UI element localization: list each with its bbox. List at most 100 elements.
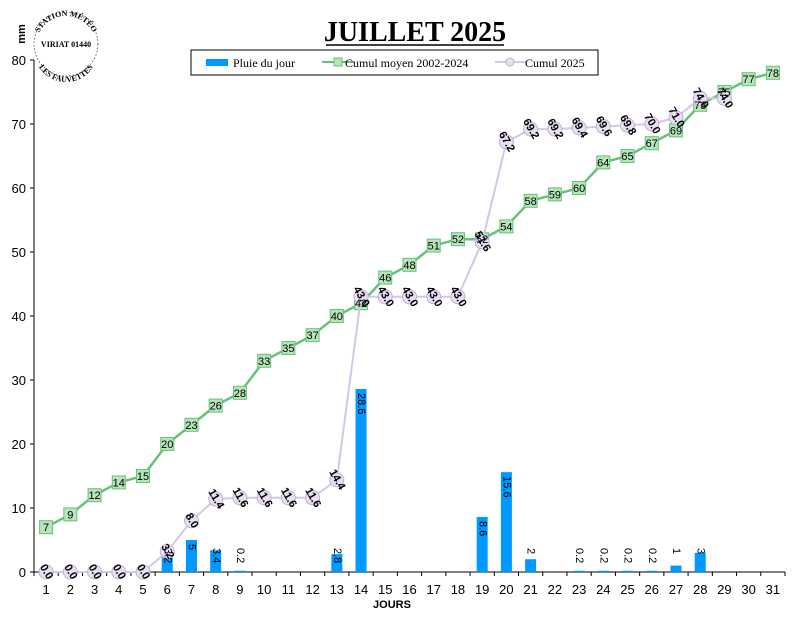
avg-marker — [572, 181, 587, 195]
x-tick-label: 19 — [475, 582, 489, 597]
avg-data-label: 14 — [113, 477, 125, 489]
bar — [597, 570, 609, 572]
y-tick-label: 70 — [12, 117, 26, 132]
avg-marker — [523, 193, 538, 208]
avg-data-label: 65 — [621, 151, 633, 163]
avg-data-label: 51 — [428, 241, 440, 253]
x-tick-label: 23 — [572, 582, 586, 597]
x-tick-label: 24 — [596, 582, 610, 597]
cumul-2025-data-label: 0.0 — [110, 562, 128, 581]
x-tick-label: 18 — [451, 582, 465, 597]
cumul-2025-marker — [377, 289, 393, 305]
y-axis-label: mm — [16, 24, 28, 44]
logo-text-middle: VIRIAT 01440 — [41, 40, 91, 49]
cumul-2025-marker — [450, 289, 466, 305]
x-tick-label: 7 — [188, 582, 195, 597]
x-tick-label: 10 — [257, 582, 271, 597]
logo-text-top: STATION MÉTÉO — [33, 9, 99, 34]
avg-data-label: 69 — [670, 125, 682, 137]
legend-label-2025: Cumul 2025 — [525, 56, 585, 70]
bar-data-label: 0.2 — [646, 548, 658, 563]
y-tick-label: 30 — [12, 373, 26, 388]
cumul-2025-marker — [159, 544, 175, 560]
avg-data-label: 60 — [573, 183, 585, 195]
cumul-2025-marker — [353, 289, 369, 305]
y-tick-label: 0 — [19, 565, 26, 580]
legend-box — [190, 49, 599, 76]
cumul-2025-marker — [232, 490, 248, 506]
avg-marker — [450, 232, 465, 247]
bar-data-label: 3 — [694, 548, 706, 554]
x-tick-label: 31 — [766, 582, 780, 597]
y-tick-label: 50 — [12, 245, 26, 260]
bar — [622, 570, 634, 572]
avg-marker — [281, 341, 296, 355]
x-tick-label: 17 — [426, 582, 440, 597]
avg-data-label: 78 — [767, 68, 779, 80]
cumul-2025-marker — [329, 472, 345, 488]
bar-data-label: 3.2 — [161, 548, 173, 563]
bar-data-label: 2 — [525, 548, 537, 554]
cumul-2025-marker — [256, 490, 272, 506]
cumul-2025-line — [46, 97, 725, 573]
cumul-2025-marker — [547, 121, 563, 137]
y-ticks: 0 10 20 30 40 50 60 70 80 — [12, 53, 34, 580]
avg-marker — [160, 437, 175, 451]
avg-data-label: 23 — [185, 420, 197, 432]
bar-data-label: 0.2 — [573, 548, 585, 563]
cumul-2025-marker — [571, 120, 587, 136]
x-tick-label: 6 — [164, 582, 171, 597]
cumul-2025-marker — [208, 491, 224, 507]
cumul-2025-data-label: 0.0 — [37, 562, 55, 581]
avg-marker — [184, 417, 199, 432]
avg-data-label: 40 — [331, 311, 343, 323]
bar-data-label: 15.6 — [500, 476, 512, 497]
x-tick-label: 30 — [741, 582, 755, 597]
x-tick-label: 27 — [669, 582, 683, 597]
avg-data-label: 52 — [452, 234, 464, 246]
cumul-2025-marker — [426, 289, 442, 305]
bar-data-label: 8.6 — [476, 521, 488, 536]
bar-data-label: 0.2 — [234, 548, 246, 563]
x-tick-label: 20 — [499, 582, 513, 597]
avg-marker — [87, 488, 102, 503]
x-tick-label: 13 — [330, 582, 344, 597]
x-tick-label: 22 — [548, 582, 562, 597]
cumul-2025-series — [38, 90, 732, 580]
avg-data-label: 67 — [646, 138, 658, 150]
cumul-2025-marker — [402, 289, 417, 305]
avg-data-label: 64 — [597, 157, 609, 169]
avg-marker — [136, 469, 151, 483]
cumul-2025-marker — [668, 110, 684, 126]
avg-data-label: 35 — [282, 343, 294, 355]
cumul-2025-data-label: 0.0 — [61, 562, 79, 581]
x-ticks: 1 2 3 4 5 6 7 8 9 10 11 12 13 14 15 16 17 18 19 20 21 22 23 24 2… — [33, 572, 786, 597]
avg-marker — [547, 187, 562, 202]
bar-series — [161, 388, 706, 572]
avg-data-label: 59 — [549, 189, 561, 201]
avg-data-label: 58 — [525, 196, 537, 208]
avg-marker — [644, 136, 659, 151]
y-tick-label: 40 — [12, 309, 26, 324]
avg-data-label: 48 — [403, 260, 415, 272]
bar — [525, 559, 537, 572]
cumul-2025-marker — [474, 234, 490, 250]
cumul-2025-marker — [305, 490, 321, 506]
legend-label-bar: Pluie du jour — [233, 56, 295, 70]
avg-data-label: 15 — [137, 471, 149, 483]
bar-data-label: 28.6 — [355, 393, 367, 414]
avg-data-label: 54 — [500, 221, 512, 233]
bar — [161, 551, 173, 572]
avg-data-label: 9 — [67, 509, 73, 521]
x-tick-label: 26 — [645, 582, 659, 597]
station-logo: STATION MÉTÉO VIRIAT 01440 LES FAUVETTES — [33, 9, 99, 84]
avg-marker — [232, 385, 247, 400]
avg-marker — [426, 238, 441, 253]
y-tick-label: 60 — [12, 181, 26, 196]
avg-data-label: 20 — [161, 439, 173, 451]
cumul-2025-marker — [87, 564, 103, 580]
avg-marker — [620, 149, 635, 163]
x-tick-label: 1 — [42, 582, 49, 597]
